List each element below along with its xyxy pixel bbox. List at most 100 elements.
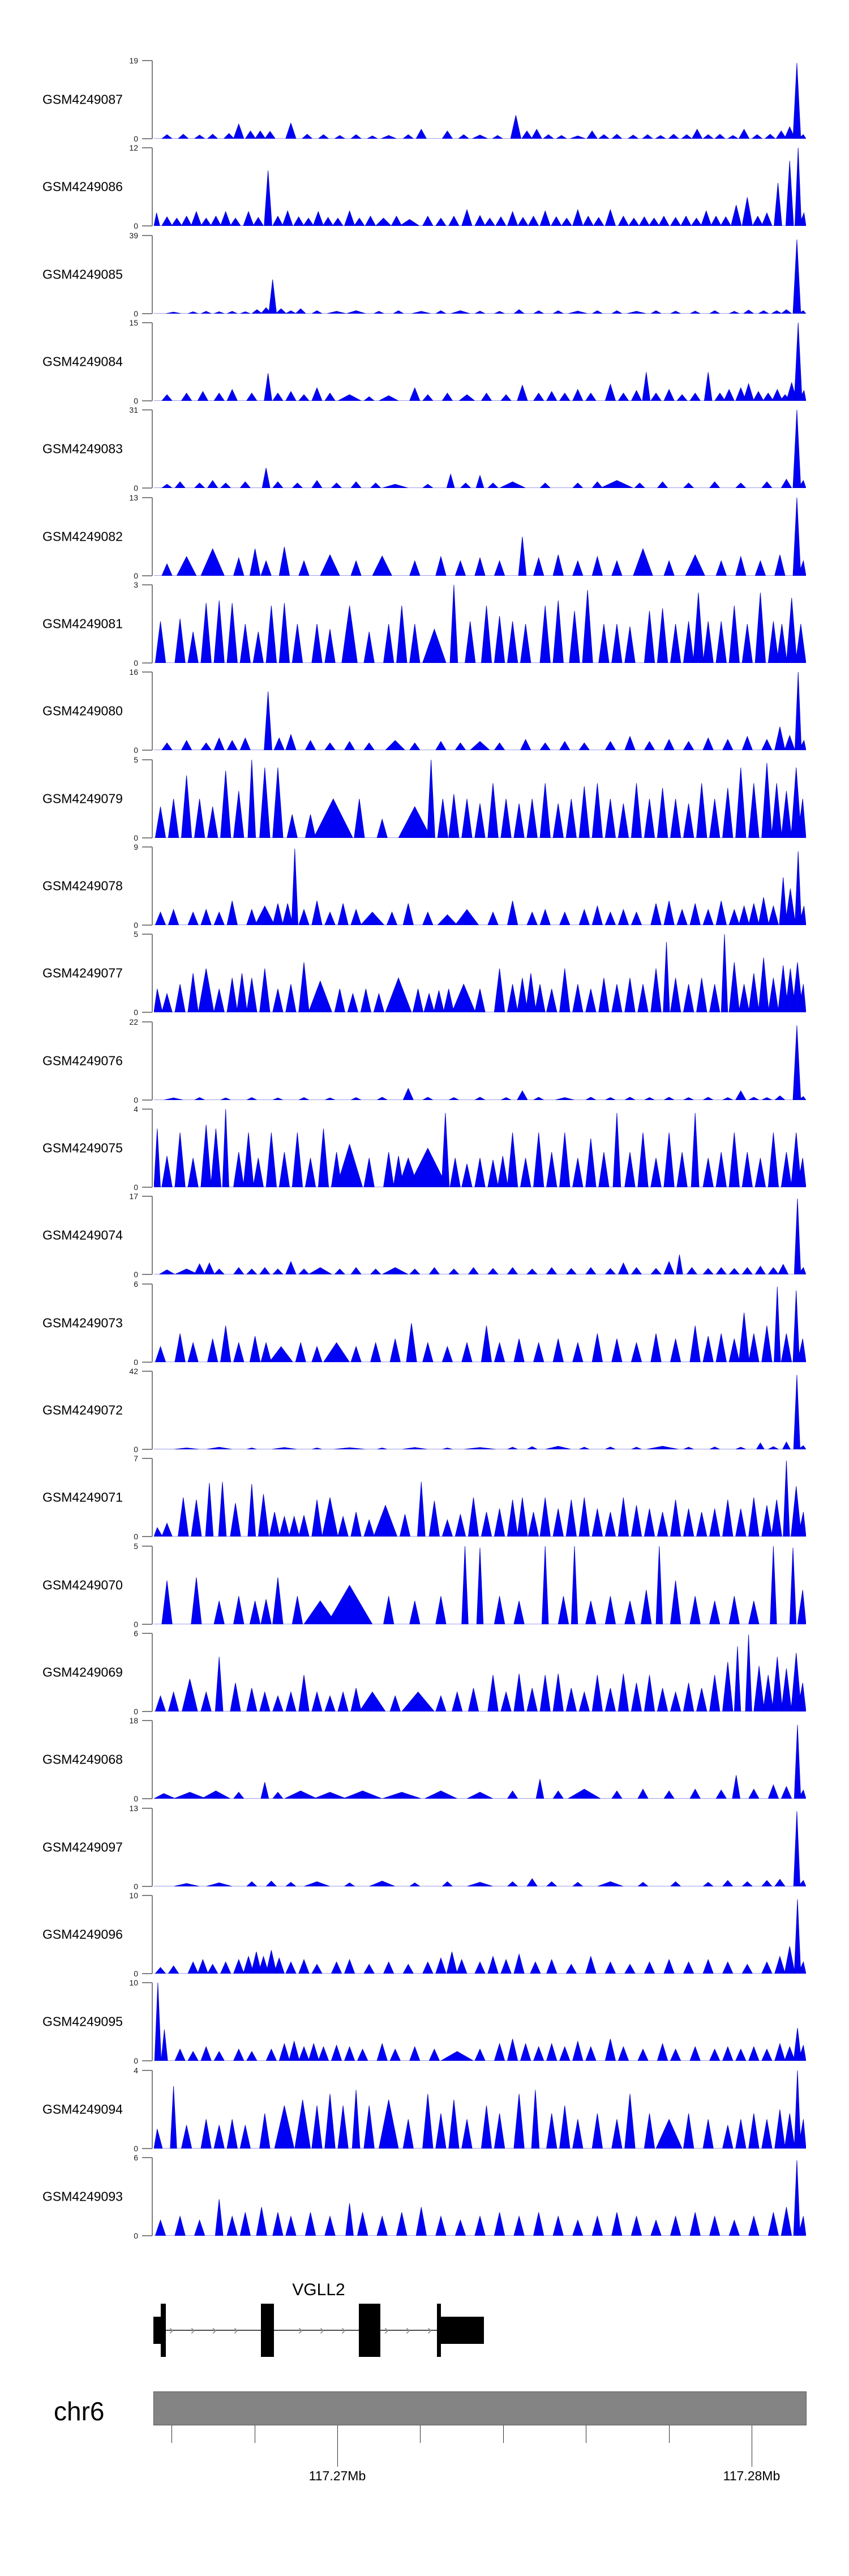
y-axis-min-label: 0	[134, 1096, 138, 1105]
y-axis-line	[152, 1546, 153, 1624]
y-axis-tick-bottom	[142, 225, 152, 226]
y-axis-max-label: 10	[129, 1978, 138, 1987]
y-axis-line	[152, 1371, 153, 1449]
coverage-signal-area	[154, 2160, 806, 2236]
data-track: GSM4249072 42 0	[0, 1367, 849, 1453]
y-axis-tick-bottom	[142, 138, 152, 139]
y-axis-line	[152, 1983, 153, 2061]
data-track: GSM4249074 17 0	[0, 1192, 849, 1278]
ruler-minor-tick	[420, 2425, 421, 2443]
y-axis-min-label: 0	[134, 1358, 138, 1367]
y-axis-min-label: 0	[134, 921, 138, 930]
y-axis-line	[152, 1721, 153, 1799]
y-axis-min-label: 0	[134, 1532, 138, 1541]
y-axis-max-label: 3	[134, 580, 138, 589]
y-axis-line	[152, 934, 153, 1012]
y-axis-line	[152, 672, 153, 750]
y-axis-tick-bottom	[142, 2060, 152, 2061]
strand-arrow-icon: ›	[319, 2322, 324, 2338]
y-axis-tick-top	[142, 1982, 152, 1983]
coverage-signal-area	[154, 760, 806, 838]
y-axis-tick-top	[142, 584, 152, 585]
data-track: GSM4249080 16 0	[0, 668, 849, 754]
y-axis-max-label: 6	[134, 1280, 138, 1289]
y-axis-line	[152, 1808, 153, 1886]
y-axis-min-label: 0	[134, 2056, 138, 2065]
data-track: GSM4249082 13 0	[0, 494, 849, 580]
sample-label: GSM4249074	[42, 1227, 123, 1243]
chromosome-bar	[153, 2391, 807, 2425]
data-track: GSM4249093 6 0	[0, 2154, 849, 2240]
sample-label: GSM4249087	[42, 92, 123, 107]
y-axis-tick-top	[142, 409, 152, 410]
y-axis-max-label: 13	[129, 493, 138, 502]
y-axis-max-label: 13	[129, 1804, 138, 1813]
y-axis-line	[152, 2070, 153, 2149]
y-axis-line	[152, 1895, 153, 1974]
strand-arrow-icon: ›	[405, 2322, 410, 2338]
y-axis-line	[152, 1458, 153, 1537]
y-axis-tick-bottom	[142, 1187, 152, 1188]
y-axis-tick-bottom	[142, 2148, 152, 2149]
y-axis-tick-bottom	[142, 1973, 152, 1974]
y-axis-min-label: 0	[134, 1270, 138, 1279]
y-axis-min-label: 0	[134, 483, 138, 493]
data-track: GSM4249097 13 0	[0, 1804, 849, 1890]
sample-label: GSM4249075	[42, 1140, 123, 1156]
sample-label: GSM4249097	[42, 1839, 123, 1855]
y-axis-tick-top	[142, 322, 152, 323]
y-axis-line	[152, 1284, 153, 1362]
y-axis-line	[152, 760, 153, 838]
data-track: GSM4249084 15 0	[0, 319, 849, 405]
sample-label: GSM4249080	[42, 703, 123, 718]
sample-label: GSM4249081	[42, 616, 123, 631]
y-axis-tick-top	[142, 1895, 152, 1896]
y-axis-max-label: 5	[134, 930, 138, 939]
y-axis-max-label: 22	[129, 1017, 138, 1026]
ruler-minor-tick	[171, 2425, 172, 2443]
data-track: GSM4249068 18 0	[0, 1717, 849, 1803]
y-axis-line	[152, 236, 153, 314]
y-axis-min-label: 0	[134, 396, 138, 405]
coverage-signal-area	[154, 1109, 806, 1187]
sample-label: GSM4249079	[42, 791, 123, 806]
sample-label: GSM4249086	[42, 179, 123, 194]
y-axis-line	[152, 1022, 153, 1100]
utr-box	[441, 2317, 484, 2344]
sample-label: GSM4249082	[42, 529, 123, 544]
y-axis-tick-top	[142, 1808, 152, 1809]
y-axis-tick-top	[142, 846, 152, 848]
data-track: GSM4249069 6 0	[0, 1629, 849, 1715]
data-track: GSM4249083 31 0	[0, 406, 849, 492]
coverage-signal-area	[154, 148, 806, 226]
ruler-coordinate-label: 117.27Mb	[308, 2468, 366, 2483]
y-axis-min-label: 0	[134, 1620, 138, 1629]
coverage-signal-area	[154, 1546, 806, 1624]
y-axis-tick-top	[142, 1196, 152, 1197]
y-axis-max-label: 10	[129, 1891, 138, 1900]
y-axis-max-label: 18	[129, 1716, 138, 1725]
y-axis-tick-bottom	[142, 1362, 152, 1363]
y-axis-tick-top	[142, 671, 152, 673]
y-axis-tick-bottom	[142, 750, 152, 751]
y-axis-tick-top	[142, 1109, 152, 1110]
y-axis-min-label: 0	[134, 1794, 138, 1803]
coverage-signal-area	[154, 410, 806, 488]
sample-label: GSM4249084	[42, 354, 123, 369]
y-axis-tick-top	[142, 1458, 152, 1459]
sample-label: GSM4249078	[42, 878, 123, 893]
y-axis-line	[152, 1109, 153, 1187]
y-axis-min-label: 0	[134, 1969, 138, 1978]
sample-label: GSM4249071	[42, 1490, 123, 1505]
y-axis-max-label: 42	[129, 1367, 138, 1376]
y-axis-max-label: 15	[129, 318, 138, 327]
data-track: GSM4249078 9 0	[0, 843, 849, 929]
ruler-coordinate-label: 117.28Mb	[723, 2468, 781, 2483]
sample-label: GSM4249072	[42, 1402, 123, 1418]
y-axis-max-label: 39	[129, 231, 138, 240]
y-axis-tick-bottom	[142, 1449, 152, 1450]
data-track: GSM4249076 22 0	[0, 1018, 849, 1104]
y-axis-tick-bottom	[142, 487, 152, 489]
y-axis-tick-bottom	[142, 1798, 152, 1799]
ruler-minor-tick	[669, 2425, 670, 2443]
